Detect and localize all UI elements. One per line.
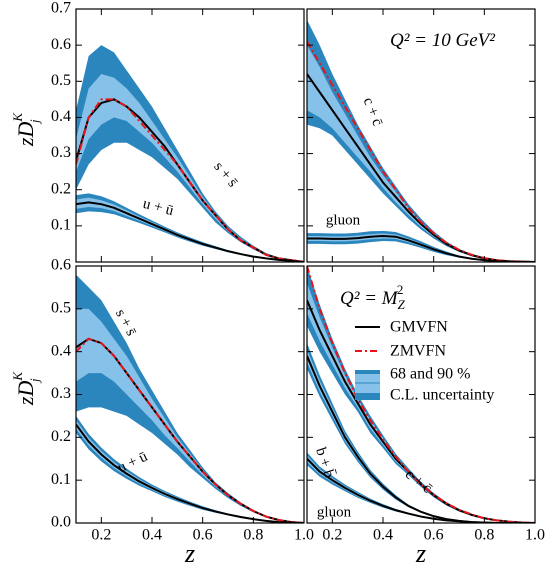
y-axis-label-main: zD <box>13 381 38 407</box>
band-90 <box>76 274 304 523</box>
band-90 <box>307 230 535 262</box>
scale-annotation-main: Q² = M <box>340 288 399 309</box>
zmvfn-line <box>76 337 304 523</box>
y-tick-label: 0.3 <box>51 144 71 161</box>
x-tick-label: 0.2 <box>91 527 111 544</box>
gmvfn-line <box>76 423 304 523</box>
band-68 <box>76 197 304 262</box>
gmvfn-line <box>307 458 535 523</box>
y-tick-label: 0.5 <box>51 72 71 89</box>
curve-label: u + ū <box>141 196 176 220</box>
x-tick-label: 1.0 <box>294 527 314 544</box>
x-axis-label: z <box>184 539 195 568</box>
legend-label: C.L. uncertainty <box>390 387 494 404</box>
y-tick-label: 0.3 <box>51 385 71 402</box>
curve-label: u + ū <box>115 448 150 476</box>
band-68 <box>307 233 535 262</box>
gmvfn-line <box>307 234 535 262</box>
y-axis-label-sup: K <box>10 371 25 382</box>
y-tick-label: 0.1 <box>51 471 71 488</box>
curve-label: gluon <box>326 212 361 228</box>
x-axis-label: z <box>415 539 426 568</box>
panel-frame <box>75 8 305 263</box>
y-tick-label: 0.6 <box>51 257 71 274</box>
x-tick-label: 1.0 <box>525 527 545 544</box>
x-tick-label: 0.8 <box>474 527 494 544</box>
band-68 <box>307 45 535 262</box>
plot-area <box>307 19 535 262</box>
plot-area <box>76 45 304 262</box>
x-tick-label: 0.4 <box>373 527 393 544</box>
curve-label: s + s̄ <box>210 159 240 191</box>
y-tick-label: 0.2 <box>51 180 71 197</box>
panel-frame <box>306 8 536 263</box>
x-tick-label: 0.6 <box>424 527 444 544</box>
curve-label: c + c̄ <box>360 95 386 128</box>
band-68 <box>76 308 304 523</box>
y-tick-label: 0.0 <box>51 514 71 531</box>
panel-frame <box>306 265 536 524</box>
plot-area <box>76 274 304 523</box>
x-tick-label: 0.2 <box>322 527 342 544</box>
legend-label: 68 and 90 % <box>390 366 470 383</box>
y-tick-label: 0.4 <box>51 342 71 359</box>
y-tick-label: 0.1 <box>51 217 71 234</box>
legend-label: GMVFN <box>390 319 448 336</box>
y-tick-label: 0.6 <box>51 36 71 53</box>
y-axis-label-sup: K <box>10 112 25 123</box>
panel-frame <box>75 265 305 524</box>
scale-annotation-sup: 2 <box>397 282 404 297</box>
y-tick-label: 0.5 <box>51 300 71 317</box>
band-68 <box>76 74 304 262</box>
y-axis-label: zDK j <box>10 371 42 406</box>
x-tick-label: 0.4 <box>142 527 162 544</box>
gmvfn-line <box>307 355 535 523</box>
y-tick-label: 0.7 <box>51 0 71 17</box>
y-axis-label-sub: j <box>27 378 42 384</box>
band-68 <box>76 420 304 523</box>
y-axis-label: zDK j <box>10 112 42 147</box>
y-axis-label-sub: j <box>27 119 42 125</box>
x-tick-label: 0.6 <box>193 527 213 544</box>
zmvfn-line <box>307 41 535 262</box>
scale-annotation: Q² = 10 GeV² <box>390 30 495 51</box>
y-axis-label-main: zD <box>13 122 38 148</box>
scale-annotation-main: Q² = 10 GeV² <box>390 30 495 51</box>
curve-label: gluon <box>317 504 352 520</box>
zmvfn-line <box>307 266 535 523</box>
scale-annotation: Q² = MZ2 <box>340 282 406 312</box>
zmvfn-line <box>76 98 304 262</box>
y-tick-label: 0.4 <box>51 108 71 125</box>
legend-label: ZMVFN <box>390 343 446 360</box>
gmvfn-line <box>76 201 304 262</box>
x-tick-label: 0.8 <box>243 527 263 544</box>
band-90 <box>76 415 304 523</box>
y-tick-label: 0.2 <box>51 428 71 445</box>
plot-area <box>307 266 535 523</box>
scale-annotation-sub: Z <box>398 297 406 312</box>
